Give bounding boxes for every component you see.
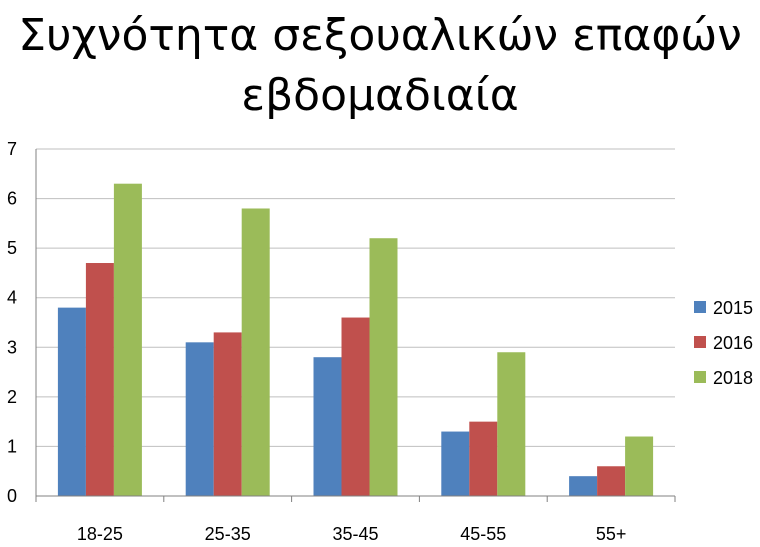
bar-2018-18-25 (113, 183, 142, 496)
bar-2016-45-55 (469, 421, 498, 496)
bar-2015-45-55 (441, 431, 470, 496)
chart-title-line-2: εβδομαδιαία (241, 70, 519, 121)
y-tick-label: 7 (7, 139, 17, 159)
bars (57, 183, 654, 496)
y-tick-label: 0 (7, 486, 17, 506)
legend-swatch-2015 (694, 301, 706, 313)
bar-2015-35-45 (313, 357, 342, 496)
bar-2016-18-25 (85, 263, 114, 496)
chart-title: Συχνότητα σεξουαλικών επαφών εβδομαδιαία (0, 6, 760, 126)
bar-2018-45-55 (497, 352, 526, 496)
y-tick-label: 4 (7, 288, 17, 308)
y-tick-label: 1 (7, 436, 17, 456)
bar-2015-55+ (569, 476, 598, 496)
y-tick-label: 3 (7, 337, 17, 357)
y-tick-label: 5 (7, 238, 17, 258)
x-tick-label: 35-45 (332, 524, 378, 544)
legend-label-2018: 2018 (713, 368, 753, 388)
y-tick-label: 2 (7, 387, 17, 407)
x-tick-label: 55+ (596, 524, 627, 544)
x-tick-label: 25-35 (205, 524, 251, 544)
bar-2016-55+ (597, 466, 626, 496)
bar-2015-18-25 (57, 307, 86, 496)
legend-swatch-2016 (694, 336, 706, 348)
bar-2016-35-45 (341, 317, 370, 496)
legend-swatch-2018 (694, 371, 706, 383)
legend: 2015 2016 2018 (694, 298, 753, 388)
chart-title-line-1: Συχνότητα σεξουαλικών επαφών (18, 10, 742, 61)
legend-label-2015: 2015 (713, 298, 753, 318)
x-tick-label: 45-55 (460, 524, 506, 544)
axes: 0 1 2 3 4 5 6 7 18-25 25-35 35-45 45-55 55+ (7, 139, 676, 544)
bar-2018-55+ (625, 436, 654, 496)
bar-2016-25-35 (213, 332, 242, 496)
bar-2015-25-35 (185, 342, 214, 496)
legend-label-2016: 2016 (713, 333, 753, 353)
bar-2018-25-35 (241, 208, 270, 496)
bar-2018-35-45 (369, 238, 398, 496)
x-tick-label: 18-25 (77, 524, 123, 544)
y-tick-label: 6 (7, 189, 17, 209)
